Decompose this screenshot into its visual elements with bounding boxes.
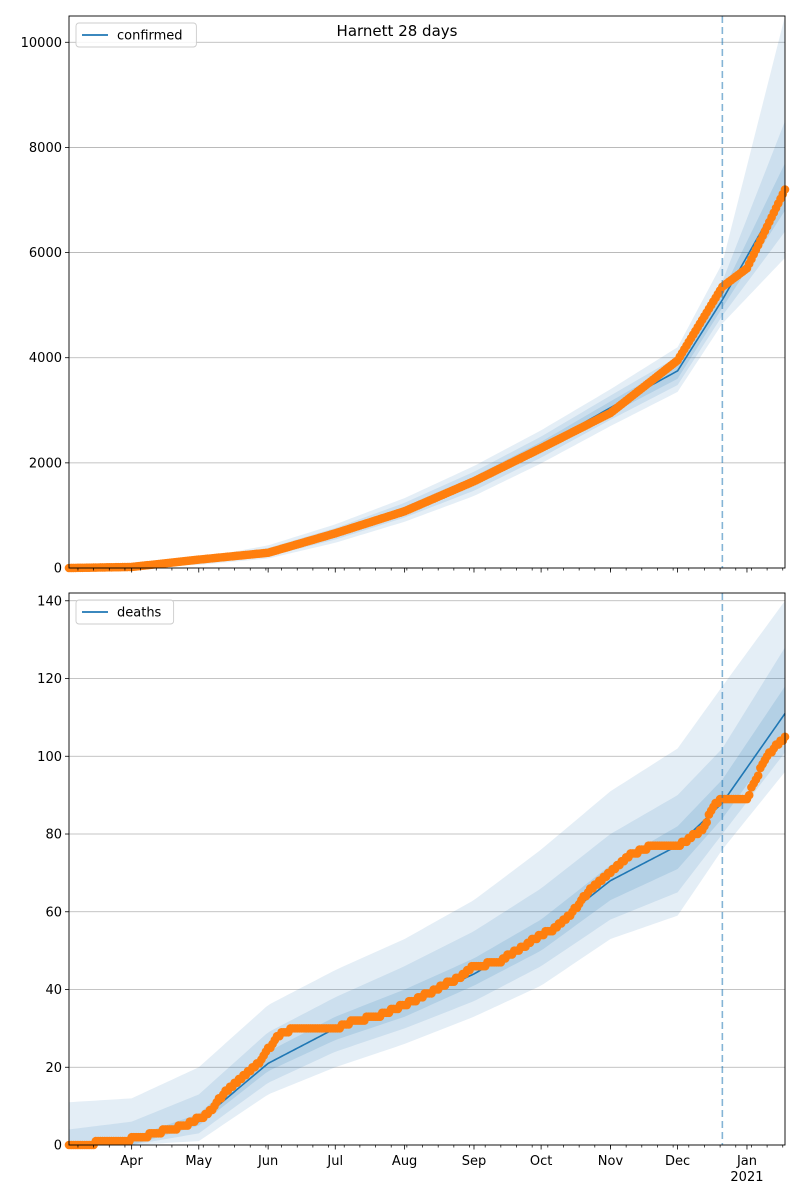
confidence-band-outer	[69, 16, 785, 568]
y-tick-label: 100	[37, 750, 62, 765]
x-tick-label: Aug	[392, 1154, 417, 1169]
legend: deaths	[75, 599, 175, 625]
y-tick-label: 0	[54, 562, 62, 577]
y-tick-label: 80	[45, 828, 62, 843]
y-tick-label: 120	[37, 672, 62, 687]
observed-point	[753, 771, 763, 780]
observed-point	[744, 790, 754, 800]
y-tick-label: 6000	[29, 246, 62, 261]
y-tick-label: 0	[54, 1139, 62, 1154]
y-tick-label: 60	[45, 905, 62, 920]
y-tick-label: 2000	[29, 456, 62, 471]
x-tick-label: May	[185, 1154, 212, 1169]
x-tick-label: Jan	[736, 1154, 757, 1169]
confirmed-panel: 0 2000 4000 6000 8000 10000 confirmed	[21, 15, 790, 577]
legend-label: deaths	[117, 606, 162, 621]
confidence-band-middle	[69, 647, 785, 1145]
y-tick-label: 140	[37, 594, 62, 609]
y-tick-label: 10000	[21, 36, 62, 51]
x-tick-label: Sep	[462, 1154, 487, 1169]
x-tick-label: Jul	[326, 1154, 343, 1169]
legend: confirmed	[75, 22, 197, 48]
x-tick-label: Dec	[665, 1154, 690, 1169]
confidence-band-outer	[69, 600, 785, 1145]
deaths-panel: 0 20 40 60 80 100 120 140 Apr May Jun Jul Aug Sep Oct N…	[37, 592, 790, 1185]
axes-frame	[68, 15, 786, 569]
x-tick-label: Oct	[530, 1154, 552, 1169]
legend-label: confirmed	[117, 29, 183, 44]
x-tick-label: Nov	[598, 1154, 624, 1169]
axes-frame	[68, 592, 786, 1146]
y-tick-label: 40	[45, 983, 62, 998]
observed-point	[702, 818, 711, 827]
legend-box	[75, 599, 175, 625]
y-tick-label: 8000	[29, 141, 62, 156]
y-tick-label: 4000	[29, 351, 62, 366]
x-tick-year-label: 2021	[730, 1170, 763, 1185]
y-tick-label: 20	[45, 1061, 62, 1076]
x-tick-label: Jun	[257, 1154, 278, 1169]
x-tick-label: Apr	[120, 1154, 143, 1169]
chart-title: Harnett 28 days	[337, 22, 458, 40]
legend-box	[75, 22, 197, 48]
